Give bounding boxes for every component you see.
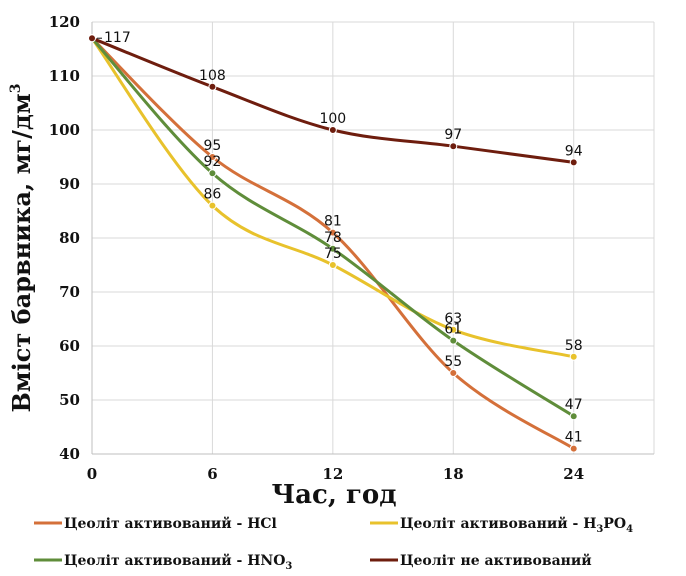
data-label-12-75: 75 — [324, 246, 342, 262]
x-tick-label-6: 6 — [207, 465, 217, 483]
data-label-24-47: 47 — [565, 397, 583, 413]
y-tick-label-60: 60 — [59, 337, 80, 355]
data-label-24-94: 94 — [565, 143, 583, 159]
data-label-6-108: 108 — [199, 68, 226, 84]
data-point-non-activated-12 — [328, 126, 337, 134]
data-label-24-58: 58 — [565, 338, 583, 354]
y-axis-title: Вміст барвника, мг/дм3 — [7, 84, 36, 413]
data-point-hno3-18 — [449, 336, 458, 345]
x-tick-label-12: 12 — [322, 465, 343, 483]
series-line-h3po4 — [90, 37, 575, 359]
legend-label-non-activated: Цеоліт не активований — [400, 552, 592, 569]
data-point-h3po4-24 — [569, 352, 578, 361]
data-point-hcl-18 — [449, 369, 458, 377]
data-point-hcl-12 — [328, 228, 337, 237]
data-point-non-activated-24 — [569, 158, 578, 167]
data-point-h3po4-6 — [208, 201, 217, 210]
data-label-6-86: 86 — [204, 187, 222, 203]
legend: Цеоліт активований - HCl Цеоліт активован… — [34, 515, 633, 572]
x-axis-title: Час, год — [271, 480, 396, 510]
data-label-6-92: 92 — [204, 154, 222, 170]
data-point-hno3-24 — [569, 412, 578, 421]
data-label-12-100: 100 — [319, 111, 346, 127]
y-tick-label-40: 40 — [59, 445, 80, 463]
x-tick-label-24: 24 — [563, 465, 584, 483]
data-point-h3po4-18 — [449, 325, 458, 334]
data-label-12-81: 81 — [324, 214, 342, 230]
y-axis-title-superscript: 3 — [8, 84, 24, 94]
data-point-non-activated-6 — [208, 82, 217, 91]
series-group — [88, 34, 578, 453]
y-tick-label-110: 110 — [49, 67, 80, 85]
y-axis-title-main: Вміст барвника, мг/дм — [7, 93, 36, 412]
data-label-12-78: 78 — [324, 230, 342, 246]
data-point-hno3-6 — [208, 169, 217, 178]
x-tick-label-18: 18 — [443, 465, 464, 483]
data-point-hcl-24 — [569, 444, 578, 453]
y-tick-label-50: 50 — [59, 391, 80, 409]
legend-label-hcl: Цеоліт активований - HCl — [64, 515, 277, 532]
data-label-18-97: 97 — [444, 127, 462, 143]
y-tick-label-70: 70 — [59, 283, 80, 301]
data-label-24-41: 41 — [565, 430, 583, 446]
legend-label-h3po4: Цеоліт активований - H3PO4 — [400, 515, 633, 535]
data-point-non-activated-18 — [449, 142, 458, 151]
data-label-6-95: 95 — [204, 138, 222, 154]
legend-label-hno3: Цеоліт активований - HNO3 — [64, 552, 292, 572]
data-label-18-55: 55 — [444, 354, 462, 370]
tick-labels: 40 50 60 70 80 90 100 110 120 0 6 12 18 24 — [49, 13, 584, 483]
data-point-non-activated-0 — [88, 34, 96, 43]
data-label-18-63: 63 — [444, 311, 462, 327]
data-label-18-61: 61 — [444, 322, 462, 338]
y-tick-label-80: 80 — [59, 229, 80, 247]
x-tick-label-0: 0 — [87, 465, 97, 483]
y-tick-label-120: 120 — [49, 13, 80, 31]
y-tick-label-90: 90 — [59, 175, 80, 193]
data-label-0-117: 117 — [104, 30, 131, 46]
y-tick-label-100: 100 — [49, 121, 80, 139]
data-point-h3po4-12 — [328, 261, 337, 269]
data-point-hno3-12 — [328, 244, 337, 253]
data-point-hcl-6 — [208, 153, 217, 161]
